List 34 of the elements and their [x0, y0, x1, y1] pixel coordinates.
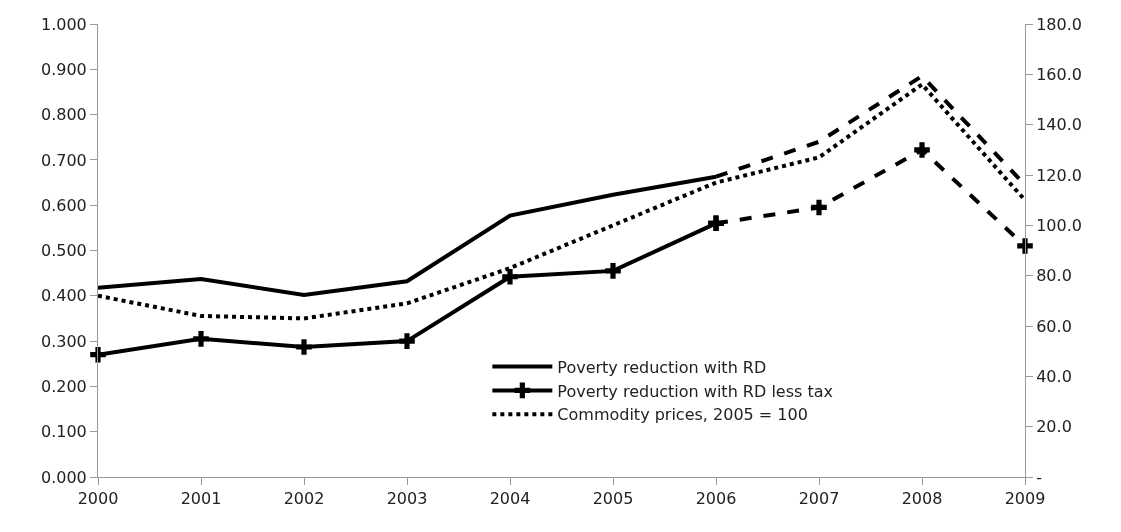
y2-tick-label: 180.0: [1036, 14, 1083, 34]
x-tick-label: 2001: [180, 489, 222, 509]
y-tick-label: 0.800: [40, 105, 87, 125]
y2-tick-label: 100.0: [1036, 215, 1083, 235]
y2-tick-label: 40.0: [1036, 366, 1072, 386]
legend-label: Poverty reduction with RD less tax: [557, 381, 833, 401]
y2-tick-label: 120.0: [1036, 165, 1083, 185]
y2-tick-label: 160.0: [1036, 64, 1083, 84]
y-tick-label: 0.100: [40, 422, 87, 442]
legend-label: Commodity prices, 2005 = 100: [557, 405, 808, 425]
y-tick-label: 0.600: [40, 195, 87, 215]
y-tick-label: 0.300: [40, 331, 87, 351]
y2-tick-label: 60.0: [1036, 316, 1072, 336]
legend-label: Poverty reduction with RD: [557, 357, 767, 377]
y2-tick-label: 80.0: [1036, 266, 1072, 286]
y-tick-label: 0.400: [40, 286, 87, 306]
x-tick-label: 2003: [386, 489, 428, 509]
y-tick-label: 0.900: [40, 59, 87, 79]
y-tick-label: 0.000: [40, 467, 87, 487]
x-tick-label: 2007: [798, 489, 840, 509]
x-tick-label: 2006: [695, 489, 737, 509]
x-tick-label: 2002: [283, 489, 325, 509]
y-tick-label: 0.700: [40, 150, 87, 170]
x-tick-label: 2005: [592, 489, 634, 509]
y2-tick-label: 20.0: [1036, 417, 1072, 437]
y-tick-label: 0.200: [40, 377, 87, 396]
y-tick-label: 1.000: [40, 14, 87, 34]
x-tick-label: 2000: [77, 489, 119, 509]
x-tick-label: 2008: [901, 489, 943, 509]
y-tick-label: 0.500: [40, 241, 87, 261]
y2-tick-label: 140.0: [1036, 115, 1083, 135]
y2-tick-label: -: [1036, 467, 1042, 487]
x-tick-label: 2004: [489, 489, 531, 509]
x-tick-label: 2009: [1004, 489, 1046, 509]
